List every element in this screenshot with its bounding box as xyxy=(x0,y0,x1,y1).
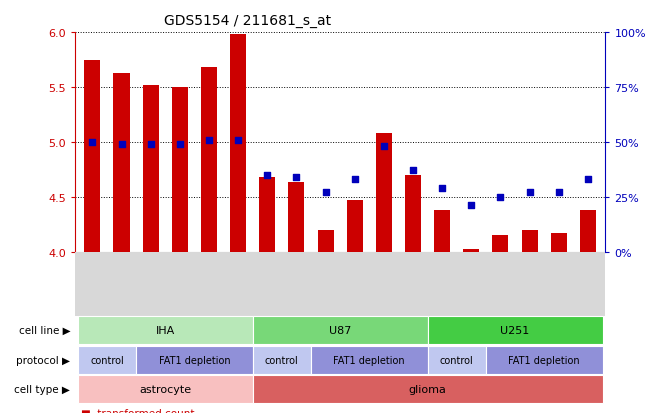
Point xyxy=(553,190,564,196)
Point xyxy=(466,203,477,209)
Point xyxy=(204,137,214,144)
Text: FAT1 depletion: FAT1 depletion xyxy=(508,355,580,365)
Text: U251: U251 xyxy=(501,325,530,335)
Text: cell type ▶: cell type ▶ xyxy=(14,385,70,394)
Point xyxy=(350,176,360,183)
Bar xyxy=(172,88,188,252)
Point xyxy=(117,141,127,148)
Text: U87: U87 xyxy=(329,325,352,335)
Point xyxy=(87,139,98,146)
Point xyxy=(291,174,301,181)
Text: control: control xyxy=(440,355,474,365)
Point xyxy=(320,190,331,196)
Point xyxy=(525,190,535,196)
Point xyxy=(408,168,418,174)
Text: control: control xyxy=(90,355,124,365)
Text: protocol ▶: protocol ▶ xyxy=(16,355,70,365)
Bar xyxy=(143,85,159,252)
Point xyxy=(437,185,447,192)
Bar xyxy=(580,210,596,252)
Text: cell line ▶: cell line ▶ xyxy=(19,325,70,335)
Bar xyxy=(434,210,450,252)
Point xyxy=(174,141,185,148)
Point xyxy=(379,144,389,150)
Text: FAT1 depletion: FAT1 depletion xyxy=(159,355,230,365)
Text: GDS5154 / 211681_s_at: GDS5154 / 211681_s_at xyxy=(164,14,331,28)
Text: glioma: glioma xyxy=(409,385,447,394)
Text: control: control xyxy=(265,355,299,365)
Bar xyxy=(259,178,275,252)
Bar xyxy=(347,200,363,252)
Bar xyxy=(405,175,421,252)
Point xyxy=(262,172,273,178)
Point xyxy=(233,137,243,144)
Bar xyxy=(376,134,392,252)
Text: FAT1 depletion: FAT1 depletion xyxy=(333,355,405,365)
Bar xyxy=(318,230,333,252)
Bar xyxy=(113,74,130,252)
Text: ■  transformed count: ■ transformed count xyxy=(81,408,195,413)
Bar xyxy=(492,235,508,252)
Point xyxy=(495,194,506,200)
Bar xyxy=(464,250,479,252)
Bar xyxy=(521,230,538,252)
Point xyxy=(583,176,593,183)
Bar xyxy=(288,183,305,252)
Bar xyxy=(85,60,100,252)
Text: astrocyte: astrocyte xyxy=(139,385,191,394)
Bar xyxy=(230,35,246,252)
Bar xyxy=(551,233,567,252)
Point xyxy=(145,141,156,148)
Bar xyxy=(201,68,217,252)
Text: IHA: IHA xyxy=(156,325,175,335)
